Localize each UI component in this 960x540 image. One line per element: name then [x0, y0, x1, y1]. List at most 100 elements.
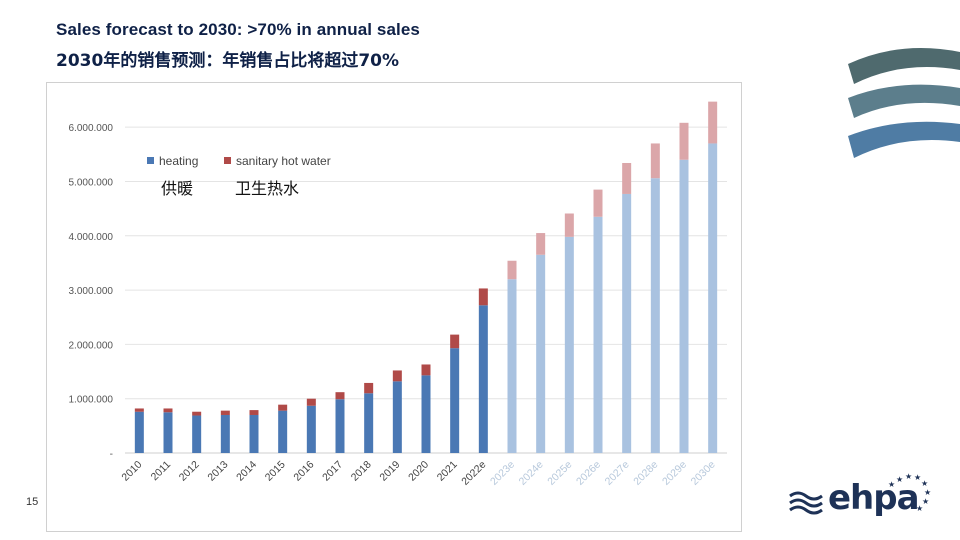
gridlines: [125, 126, 727, 454]
x-tick-label: 2029e: [660, 459, 689, 488]
y-tick-label: 1.000.000: [69, 395, 114, 406]
svg-text:★: ★: [896, 475, 903, 484]
bar-sanitary: [335, 392, 345, 400]
x-tick-label: 2014: [234, 459, 259, 484]
x-tick-label: 2012: [177, 459, 202, 484]
deco-arc-1: [848, 48, 960, 84]
page-number: 15: [26, 496, 39, 508]
ehpa-logo-mark: ★ ★ ★ ★★★ ★★: [789, 472, 931, 515]
bar-heating: [220, 414, 230, 453]
legend-label-sanitary: sanitary hot water: [236, 154, 331, 168]
bar-heating: [536, 254, 546, 453]
deco-arc-3: [848, 121, 960, 158]
x-tick-label: 2020: [406, 459, 431, 484]
x-tick-label: 2023e: [488, 459, 517, 488]
x-tick-label: 2019: [377, 459, 402, 484]
x-tick-label: 2026e: [574, 459, 603, 488]
y-tick-label: 5.000.000: [69, 177, 114, 188]
deco-arc-2: [848, 84, 960, 118]
bar-sanitary: [507, 260, 517, 280]
bar-heating: [335, 399, 345, 453]
x-tick-label: 2027e: [603, 459, 632, 488]
bar-heating: [650, 178, 660, 454]
sales-chart: - 1.000.000 2.000.000 3.000.000 4.000.000 5.0…: [69, 101, 727, 488]
x-tick-label: 2011: [149, 459, 174, 484]
bar-sanitary: [478, 288, 488, 306]
bar-heating: [392, 381, 402, 453]
bar-sanitary: [650, 143, 660, 179]
svg-text:★: ★: [905, 472, 912, 481]
title-chinese: 2030年的销售预测：年销售占比将超过70%: [56, 51, 400, 71]
bar-heating: [593, 216, 603, 453]
svg-text:★: ★: [916, 504, 923, 513]
legend-swatch-heating: [147, 157, 154, 164]
ehpa-logo-text: ehpa: [828, 478, 920, 518]
bar-heating: [708, 143, 718, 453]
bar-sanitary: [249, 410, 259, 415]
bar-heating: [507, 279, 517, 453]
bar-sanitary: [593, 189, 603, 217]
bar-sanitary: [220, 410, 230, 415]
x-axis-ticks: 2010 2011 2012 2013 2014 2015 2016 2017 2018 2019…: [119, 459, 717, 488]
bar-sanitary: [564, 213, 574, 237]
y-tick-label: 6.000.000: [69, 123, 114, 134]
bar-sanitary: [306, 398, 316, 406]
svg-text:★: ★: [924, 488, 931, 497]
bar-sanitary: [392, 370, 402, 382]
bar-sanitary: [163, 408, 173, 413]
x-tick-label: 2010: [119, 459, 144, 484]
svg-text:★: ★: [888, 480, 895, 489]
x-tick-label: 2015: [263, 459, 288, 484]
bar-heating: [564, 236, 574, 453]
x-tick-label: 2025e: [545, 459, 574, 488]
legend: heating sanitary hot water 供暖 卫生热水: [147, 154, 331, 198]
y-tick-label: -: [110, 449, 113, 460]
bar-heating: [679, 159, 689, 453]
y-tick-label: 2.000.000: [69, 340, 114, 351]
x-tick-label: 2024e: [517, 459, 546, 488]
bar-heating: [249, 414, 259, 453]
legend-label-heating: heating: [159, 154, 198, 168]
bar-sanitary: [278, 404, 288, 411]
bar-sanitary: [622, 162, 632, 194]
x-tick-label: 2028e: [631, 459, 660, 488]
x-tick-label: 2030e: [689, 459, 718, 488]
chart-frame: - 1.000.000 2.000.000 3.000.000 4.000.000 5.0…: [46, 82, 742, 532]
y-tick-label: 3.000.000: [69, 286, 114, 297]
svg-text:★: ★: [921, 479, 928, 488]
legend-swatch-sanitary: [224, 157, 231, 164]
bar-heating: [450, 348, 460, 453]
y-tick-label: 4.000.000: [69, 232, 114, 243]
legend-zh-heating: 供暖: [161, 179, 193, 198]
bars: [134, 101, 718, 454]
bar-heating: [421, 375, 431, 453]
svg-text:★: ★: [922, 497, 929, 506]
title-english: Sales forecast to 2030: >70% in annual s…: [56, 20, 420, 39]
svg-text:★: ★: [914, 473, 921, 482]
y-axis-ticks: - 1.000.000 2.000.000 3.000.000 4.000.000 5.0…: [69, 123, 114, 460]
bar-heating: [364, 393, 374, 453]
bar-sanitary: [134, 408, 144, 412]
bar-heating: [278, 410, 288, 453]
bar-heating: [163, 412, 173, 453]
x-tick-label: 2016: [291, 459, 316, 484]
x-tick-label: 2013: [205, 459, 230, 484]
bar-sanitary: [536, 233, 546, 255]
bar-heating: [192, 415, 202, 453]
bar-heating: [306, 405, 316, 453]
x-tick-label: 2022e: [459, 459, 488, 488]
bar-sanitary: [450, 334, 460, 349]
bar-heating: [622, 193, 632, 453]
bar-sanitary: [421, 364, 431, 376]
bar-sanitary: [364, 382, 374, 394]
bar-sanitary: [679, 122, 689, 160]
x-tick-label: 2018: [349, 459, 374, 484]
decorative-arcs: [848, 48, 960, 158]
bar-sanitary: [192, 411, 202, 416]
x-tick-label: 2017: [320, 459, 345, 484]
bar-heating: [478, 305, 488, 453]
bar-heating: [134, 411, 144, 453]
x-tick-label: 2021: [435, 459, 460, 484]
bar-sanitary: [708, 101, 718, 144]
legend-zh-sanitary: 卫生热水: [235, 179, 299, 198]
